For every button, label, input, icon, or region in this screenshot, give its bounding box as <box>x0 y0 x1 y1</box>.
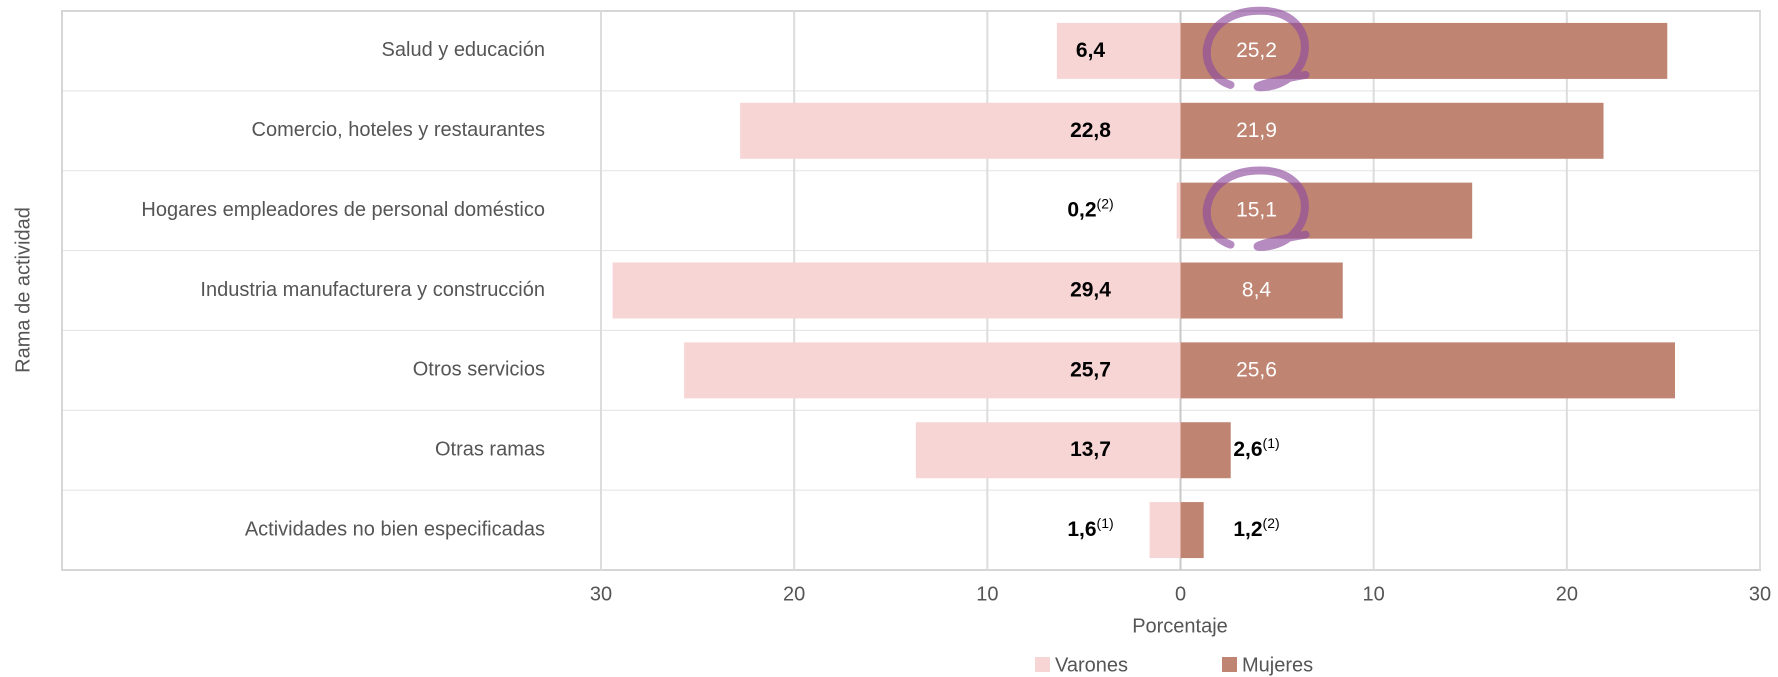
value-label-text: 13,7 <box>1070 438 1111 461</box>
value-label-note: (1) <box>1097 515 1114 531</box>
value-label-text: 25,2 <box>1236 38 1277 61</box>
x-axis-title: Porcentaje <box>1132 615 1228 637</box>
value-label-text: 8,4 <box>1242 278 1272 301</box>
value-label-text: 15,1 <box>1236 198 1277 221</box>
value-label: 25,2 <box>1236 38 1277 61</box>
legend-label: Varones <box>1055 654 1128 676</box>
value-label: 21,9 <box>1236 118 1277 141</box>
bar <box>1056 22 1181 79</box>
value-label: 0,2(2) <box>1067 195 1113 221</box>
value-label: 6,4 <box>1076 38 1106 61</box>
x-tick-label: 0 <box>1175 583 1186 605</box>
value-label: 29,4 <box>1070 278 1111 301</box>
bar <box>1149 502 1181 559</box>
category-label: Industria manufacturera y construcción <box>200 279 545 301</box>
value-label-text: 6,4 <box>1076 38 1106 61</box>
y-axis-title: Rama de actividad <box>12 207 34 373</box>
category-label: Otros servicios <box>413 359 545 381</box>
category-label: Salud y educación <box>382 39 545 61</box>
value-label-text: 25,6 <box>1236 358 1277 381</box>
value-label-note: (2) <box>1097 195 1114 211</box>
x-tick-label: 20 <box>1556 583 1578 605</box>
legend-swatch <box>1222 657 1237 672</box>
legend-swatch <box>1035 657 1050 672</box>
value-label-text: 1,6 <box>1067 518 1096 541</box>
value-label: 25,7 <box>1070 358 1111 381</box>
category-label: Actividades no bien especificadas <box>245 518 545 540</box>
value-label-text: 2,6 <box>1233 438 1262 461</box>
bar <box>1180 342 1676 399</box>
category-label: Hogares empleadores de personal doméstic… <box>141 199 545 221</box>
bar <box>1180 422 1231 479</box>
category-label: Otras ramas <box>435 438 545 460</box>
bar <box>1180 502 1204 559</box>
legend-label: Mujeres <box>1242 654 1313 676</box>
bar <box>1180 22 1668 79</box>
x-tick-label: 30 <box>590 583 612 605</box>
x-tick-label: 30 <box>1749 583 1771 605</box>
value-label-note: (1) <box>1263 435 1280 451</box>
value-label: 25,6 <box>1236 358 1277 381</box>
value-label: 15,1 <box>1236 198 1277 221</box>
value-label: 1,2(2) <box>1233 515 1279 541</box>
bar <box>1180 262 1343 319</box>
value-label: 8,4 <box>1242 278 1272 301</box>
bar <box>1180 182 1473 239</box>
value-label: 1,6(1) <box>1067 515 1113 541</box>
bar <box>740 102 1181 159</box>
bar <box>915 422 1181 479</box>
value-label-text: 21,9 <box>1236 118 1277 141</box>
value-label-text: 22,8 <box>1070 118 1111 141</box>
bar <box>684 342 1181 399</box>
value-label-text: 1,2 <box>1233 518 1262 541</box>
annotation-circle <box>1203 166 1310 251</box>
category-label: Comercio, hoteles y restaurantes <box>252 119 545 141</box>
x-tick-label: 10 <box>976 583 998 605</box>
bar <box>612 262 1181 319</box>
x-tick-label: 10 <box>1363 583 1385 605</box>
value-label-note: (2) <box>1263 515 1280 531</box>
value-label-text: 25,7 <box>1070 358 1111 381</box>
value-label: 13,7 <box>1070 438 1111 461</box>
value-label-text: 29,4 <box>1070 278 1111 301</box>
bar <box>1180 102 1604 159</box>
bar <box>1176 182 1181 239</box>
value-label: 2,6(1) <box>1233 435 1279 461</box>
value-label: 22,8 <box>1070 118 1111 141</box>
value-label-text: 0,2 <box>1067 198 1096 221</box>
x-tick-label: 20 <box>783 583 805 605</box>
annotation-circle <box>1203 6 1310 92</box>
